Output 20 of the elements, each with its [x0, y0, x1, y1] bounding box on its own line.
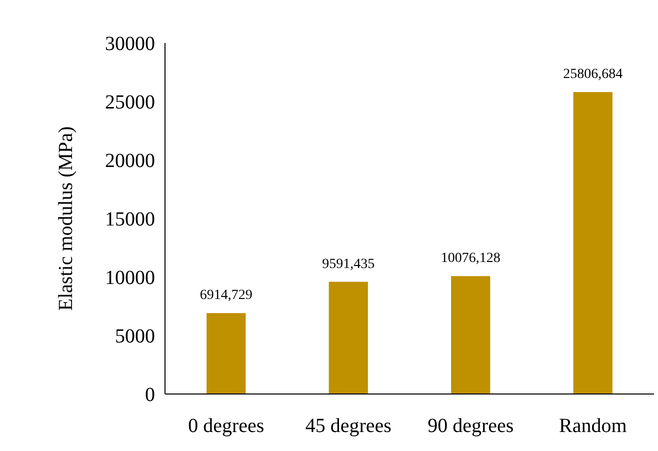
y-tick-label: 15000	[105, 208, 155, 230]
data-label: 9591,435	[322, 256, 375, 272]
x-tick-label: 0 degrees	[188, 415, 264, 437]
data-label: 25806,684	[563, 67, 623, 82]
data-label: 10076,128	[440, 251, 500, 266]
x-tick-label: Random	[558, 415, 628, 437]
y-axis-title: Elastic modulus (MPa)	[55, 126, 77, 311]
y-tick-label: 25000	[105, 92, 155, 114]
y-tick-label: 0	[145, 384, 155, 406]
y-tick-label: 30000	[105, 33, 155, 55]
bar	[573, 92, 612, 394]
y-tick-label: 10000	[105, 267, 155, 289]
y-tick-label: 5000	[115, 326, 155, 348]
bar	[206, 313, 246, 394]
data-label: 6914,729	[200, 288, 252, 304]
y-tick-label: 20000	[105, 150, 155, 172]
bar	[451, 276, 490, 394]
x-tick-label: 45 degrees	[305, 415, 392, 437]
bar	[328, 282, 368, 394]
x-tick-label: 90 degrees	[428, 415, 514, 437]
